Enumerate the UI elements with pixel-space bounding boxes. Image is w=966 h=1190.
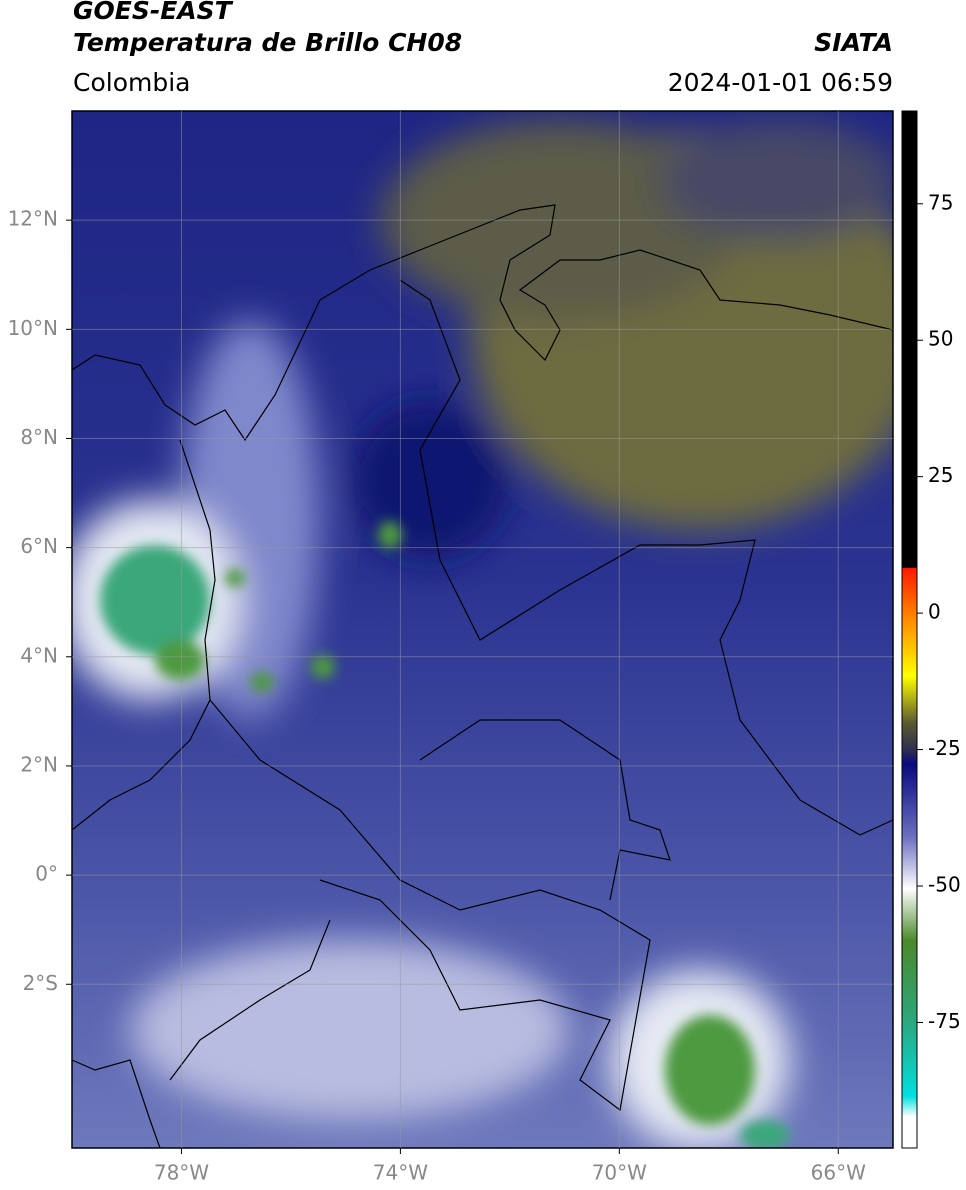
title-product: Temperatura de Brillo CH08 <box>73 28 463 57</box>
x-tick-label: 66°W <box>811 1161 866 1185</box>
y-tick-label: 2°N <box>20 752 58 776</box>
y-tick-label: 0° <box>35 862 58 886</box>
colorbar-tick-label: -75 <box>928 1009 961 1033</box>
colorbar <box>901 110 918 1149</box>
colorbar-tick-label: 75 <box>928 190 953 214</box>
colorbar-tick-label: 25 <box>928 463 953 487</box>
colorbar-tick-label: -25 <box>928 736 961 760</box>
x-tick-label: 74°W <box>373 1161 428 1185</box>
datetime: 2024-01-01 06:59 <box>667 68 893 97</box>
colorbar-tick-label: 50 <box>928 327 953 351</box>
y-tick-label: 8°N <box>20 425 58 449</box>
colorbar-tick-label: -50 <box>928 873 961 897</box>
title-source: GOES-EAST <box>73 0 232 25</box>
x-tick-label: 70°W <box>592 1161 647 1185</box>
y-tick-label: 2°S <box>23 971 58 995</box>
map-frame <box>71 110 894 1149</box>
satellite-image <box>72 111 893 1148</box>
y-tick-label: 6°N <box>20 534 58 558</box>
title-agency: SIATA <box>814 28 893 57</box>
region: Colombia <box>73 68 191 97</box>
y-tick-label: 4°N <box>20 643 58 667</box>
y-tick-label: 10°N <box>8 316 58 340</box>
colorbar-tick-label: 0 <box>928 600 941 624</box>
y-tick-label: 12°N <box>8 207 58 231</box>
x-tick-label: 78°W <box>154 1161 209 1185</box>
